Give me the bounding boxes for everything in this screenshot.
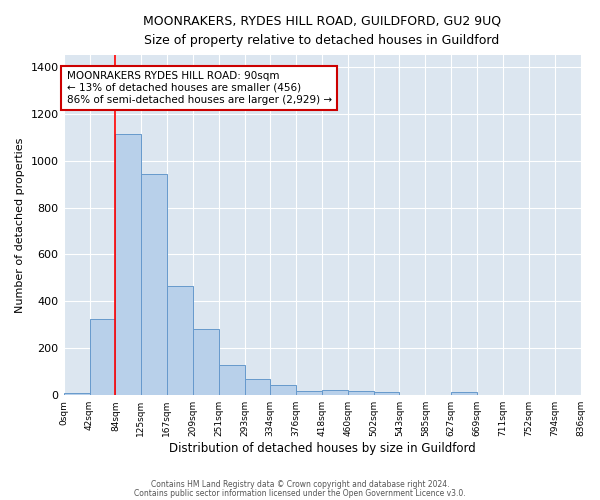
Bar bbox=[115, 134, 141, 395]
Bar bbox=[219, 365, 245, 395]
Bar bbox=[89, 319, 115, 395]
Bar bbox=[193, 329, 219, 395]
Title: MOONRAKERS, RYDES HILL ROAD, GUILDFORD, GU2 9UQ
Size of property relative to det: MOONRAKERS, RYDES HILL ROAD, GUILDFORD, … bbox=[143, 15, 501, 47]
Bar bbox=[374, 392, 400, 395]
Y-axis label: Number of detached properties: Number of detached properties bbox=[15, 138, 25, 313]
Bar bbox=[167, 286, 193, 395]
Bar bbox=[64, 393, 89, 395]
Bar bbox=[245, 379, 270, 395]
Bar bbox=[322, 390, 348, 395]
Bar bbox=[451, 392, 477, 395]
Bar bbox=[348, 390, 374, 395]
X-axis label: Distribution of detached houses by size in Guildford: Distribution of detached houses by size … bbox=[169, 442, 475, 455]
Bar bbox=[141, 174, 167, 395]
Bar bbox=[296, 390, 322, 395]
Text: Contains public sector information licensed under the Open Government Licence v3: Contains public sector information licen… bbox=[134, 488, 466, 498]
Bar bbox=[270, 386, 296, 395]
Text: MOONRAKERS RYDES HILL ROAD: 90sqm
← 13% of detached houses are smaller (456)
86%: MOONRAKERS RYDES HILL ROAD: 90sqm ← 13% … bbox=[67, 72, 332, 104]
Text: Contains HM Land Registry data © Crown copyright and database right 2024.: Contains HM Land Registry data © Crown c… bbox=[151, 480, 449, 489]
